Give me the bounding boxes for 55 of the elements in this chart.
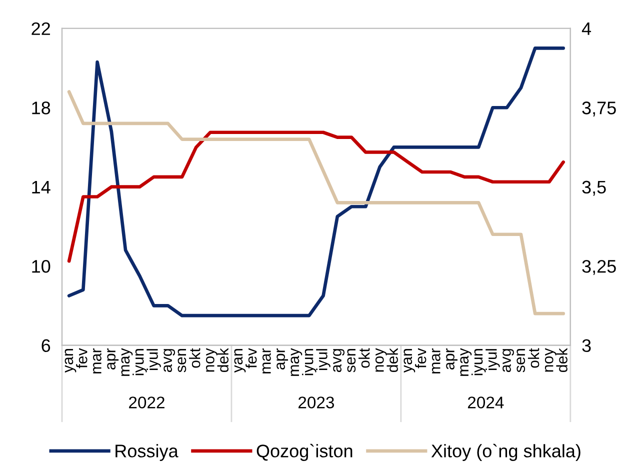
x-tick-label: apr <box>107 348 119 370</box>
text: 2022 <box>129 396 164 408</box>
text: 2024 <box>468 396 504 408</box>
y-tick-label: 10 <box>32 260 50 273</box>
x-tick-label: okt <box>358 348 370 368</box>
line-series <box>67 90 566 316</box>
x-tick-label: sen <box>178 349 186 372</box>
x-tick-label: okt <box>528 348 540 368</box>
x-tick-label: sen <box>347 349 356 372</box>
x-tick-label: noy <box>375 348 387 372</box>
x-tick-label: mar <box>432 348 440 374</box>
x-tick-label: mar <box>262 348 271 374</box>
x-tick-label: may <box>121 348 133 376</box>
x-tick-label: fev <box>76 348 88 368</box>
x-tick-label: dek <box>217 348 229 372</box>
y2-tick-label: 3 <box>582 339 591 352</box>
y2-tick-label: 3,75 <box>582 102 616 116</box>
x-tick-label: dek <box>556 348 568 372</box>
y2-tick-label: 3,25 <box>582 260 616 275</box>
y-tick-label: 18 <box>32 102 50 114</box>
x-tick-label: iyun <box>471 349 486 376</box>
line-series <box>67 130 566 263</box>
x-tick-label: noy <box>206 348 218 372</box>
x-tick-label: iyul <box>486 349 500 370</box>
x-tick-label: mar <box>93 348 102 374</box>
y2-tick-label: 3,5 <box>582 180 606 196</box>
x-tick-label: sen <box>516 349 526 372</box>
line-series <box>67 46 566 318</box>
legend-label: Rossiya <box>116 444 178 461</box>
x-tick-label: yan <box>404 349 416 373</box>
x-tick-label: iyul <box>146 349 161 370</box>
x-tick-label: iyul <box>316 349 330 370</box>
x-tick-label: may <box>460 348 472 376</box>
x-tick-label: avg <box>502 349 514 372</box>
x-tick-label: noy <box>544 348 556 372</box>
x-tick-label: avg <box>333 349 345 372</box>
legend-label: Xitoy (o`ng shkala) <box>431 444 580 461</box>
x-tick-label: iyun <box>132 349 147 376</box>
y2-tick-label: 4 <box>582 22 592 35</box>
x-tick-label: fev <box>246 348 257 368</box>
x-tick-label: yan <box>234 349 246 373</box>
y-tick-label: 22 <box>32 22 50 35</box>
x-tick-label: apr <box>446 348 458 370</box>
y-tick-label: 14 <box>32 180 50 194</box>
x-tick-label: dek <box>386 348 398 372</box>
x-tick-label: fev <box>415 348 426 368</box>
x-tick-label: okt <box>189 348 200 368</box>
x-tick-label: avg <box>164 349 176 372</box>
x-tick-label: yan <box>64 349 76 373</box>
y-tick-label: 6 <box>42 339 50 352</box>
legend-label: Qozog`iston <box>256 444 352 461</box>
text: 2023 <box>298 396 334 408</box>
x-tick-label: may <box>290 348 302 376</box>
x-tick-label: apr <box>276 348 288 370</box>
x-tick-label: iyun <box>302 349 316 376</box>
